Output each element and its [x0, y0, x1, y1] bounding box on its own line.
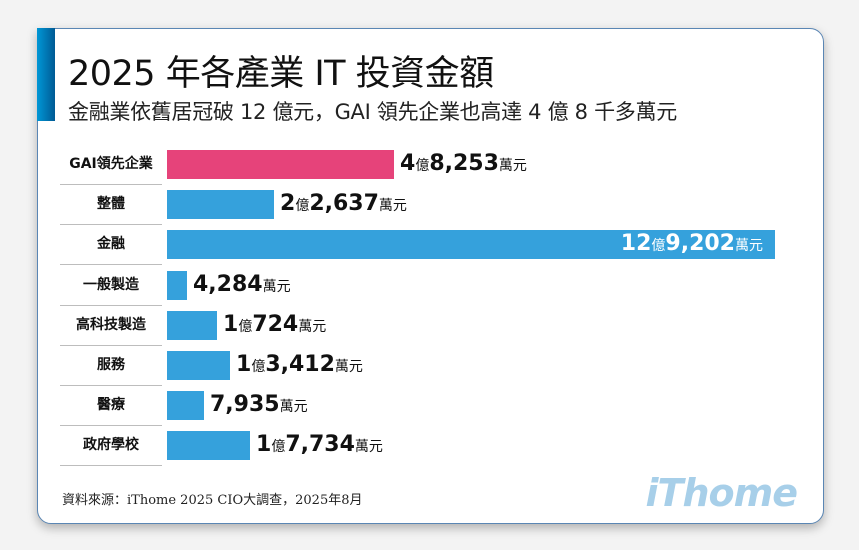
value-label: 4,284萬元	[193, 269, 291, 301]
source-note: 資料來源：iThome 2025 CIO大調查，2025年8月	[62, 493, 363, 508]
bar	[167, 431, 250, 461]
bar	[167, 270, 187, 300]
value-wan: 7,935	[210, 392, 280, 418]
bar-row: 醫療 7,935萬元	[38, 385, 823, 427]
bar	[167, 351, 230, 380]
value-wan: 9,202	[665, 231, 735, 257]
accent-bar	[37, 28, 55, 121]
bar-row: 一般製造 4,284萬元	[38, 265, 823, 306]
value-yi: 2	[280, 191, 296, 217]
value-yi-unit: 億	[295, 198, 310, 215]
bar	[167, 391, 204, 421]
value-yi: 1	[256, 432, 272, 458]
value-unit: 萬元	[298, 318, 327, 335]
value-label: 7,935萬元	[210, 389, 308, 421]
value-yi-unit: 億	[251, 359, 266, 375]
value-unit: 萬元	[735, 238, 763, 255]
value-wan: 7,734	[285, 432, 355, 458]
bar-row: 政府學校 1億7,734萬元	[38, 425, 823, 467]
value-wan: 724	[252, 311, 299, 337]
value-label: 2億2,637萬元	[280, 188, 407, 220]
value-unit: 萬元	[378, 198, 407, 215]
bar	[167, 230, 775, 260]
bar-row: 服務 1億3,412萬元	[38, 345, 823, 386]
value-yi-unit: 億	[238, 318, 253, 335]
category-label: GAI領先企業	[60, 144, 162, 185]
value-yi: 1	[236, 352, 252, 377]
value-label: 1億724萬元	[223, 309, 326, 341]
value-unit: 萬元	[498, 158, 527, 174]
bar-row: GAI領先企業 4億8,253萬元	[38, 144, 823, 185]
value-wan: 3,412	[265, 352, 335, 377]
chart-subtitle: 金融業依舊居冠破 12 億元，GAI 領先企業也高達 4 億 8 千多萬元	[68, 100, 677, 124]
value-yi: 4	[400, 151, 416, 176]
value-unit: 萬元	[279, 399, 308, 416]
chart-card: 2025 年各產業 IT 投資金額 金融業依舊居冠破 12 億元，GAI 領先企…	[37, 28, 824, 524]
chart-title: 2025 年各產業 IT 投資金額	[68, 54, 494, 94]
value-label: 4億8,253萬元	[400, 148, 527, 180]
category-label: 醫療	[60, 385, 162, 427]
category-label: 整體	[60, 184, 162, 226]
bar-row: 整體 2億2,637萬元	[38, 184, 823, 226]
category-label: 政府學校	[60, 425, 162, 467]
bar	[167, 310, 217, 340]
value-unit: 萬元	[354, 439, 383, 456]
value-label: 12億9,202萬元	[621, 228, 763, 260]
value-unit: 萬元	[262, 278, 291, 295]
value-yi: 1	[223, 311, 239, 337]
value-yi: 12	[620, 231, 652, 257]
value-wan: 2,637	[309, 191, 379, 217]
value-wan: 8,253	[429, 151, 499, 176]
value-wan: 4,284	[193, 271, 263, 297]
bar	[167, 190, 274, 220]
bar-row: 金融 12億9,202萬元	[38, 224, 823, 266]
category-label: 高科技製造	[60, 305, 162, 346]
bar-row: 高科技製造 1億724萬元	[38, 305, 823, 346]
value-yi-unit: 億	[651, 238, 666, 255]
value-label: 1億3,412萬元	[236, 349, 363, 381]
value-unit: 萬元	[334, 359, 363, 375]
category-label: 服務	[60, 345, 162, 386]
ithome-logo: iThome	[645, 471, 798, 515]
category-label: 一般製造	[60, 265, 162, 306]
value-label: 1億7,734萬元	[256, 429, 383, 461]
value-yi-unit: 億	[271, 439, 286, 456]
value-yi-unit: 億	[415, 158, 430, 174]
bar	[167, 150, 394, 179]
category-label: 金融	[60, 224, 162, 266]
